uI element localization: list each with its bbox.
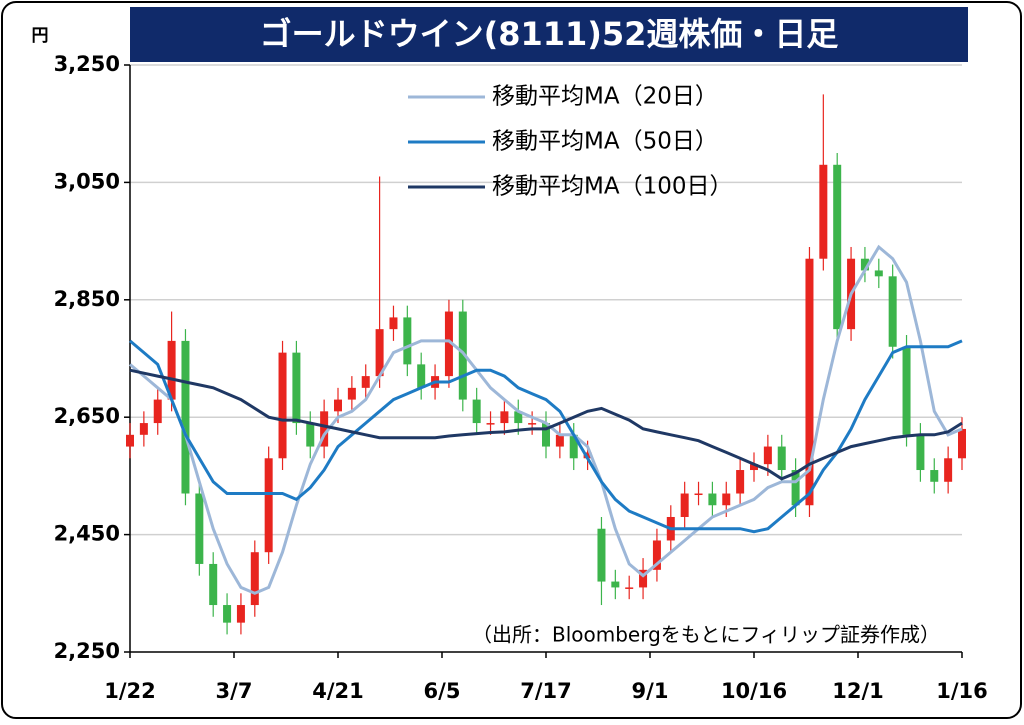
- candle-body: [472, 399, 481, 424]
- candle-body: [334, 399, 342, 412]
- ma-line: [129, 368, 963, 481]
- y-tick-label: 3,250: [54, 52, 120, 76]
- candle-body: [791, 470, 800, 506]
- candle-body: [597, 528, 606, 582]
- candle-body: [902, 346, 911, 435]
- candle-body: [500, 411, 509, 424]
- candle-body: [930, 470, 939, 482]
- candle-body: [278, 352, 287, 459]
- source-note: （出所：Bloombergをもとにフィリップ証券作成）: [472, 623, 940, 647]
- candle-body: [708, 493, 717, 506]
- candle-body: [542, 423, 550, 447]
- candle-body: [375, 329, 384, 377]
- candle-body: [888, 276, 897, 347]
- ma-line: [129, 244, 963, 595]
- title-box: [130, 7, 968, 62]
- candle-body: [694, 493, 703, 496]
- candle-body: [514, 411, 523, 424]
- y-tick-label: 2,450: [54, 522, 120, 546]
- x-tick-label: 12/1: [832, 679, 884, 703]
- candle-body: [860, 258, 869, 271]
- candle-body: [347, 387, 356, 400]
- candle-body: [458, 311, 467, 400]
- candle-body: [944, 458, 953, 482]
- candle-body: [292, 352, 301, 424]
- candle-body: [126, 434, 134, 447]
- y-tick-label: 2,650: [54, 404, 120, 428]
- candle-body: [264, 458, 273, 553]
- candle-body: [736, 470, 745, 494]
- candle-body: [139, 423, 148, 435]
- legend-label: 移動平均MA（50日）: [492, 129, 718, 155]
- candle-body: [320, 411, 329, 447]
- candle-body: [223, 605, 232, 623]
- candle-body: [555, 434, 564, 447]
- x-tick-label: 10/16: [721, 679, 787, 703]
- candle-body: [389, 317, 398, 330]
- y-tick-label: 3,050: [54, 169, 120, 193]
- candle-body: [361, 376, 370, 388]
- x-tick-label: 7/17: [520, 679, 572, 703]
- candle-body: [528, 423, 537, 425]
- candle-body: [916, 434, 925, 471]
- candle-body: [250, 552, 259, 606]
- candle-body: [611, 581, 620, 588]
- x-tick-label: 6/5: [424, 679, 461, 703]
- x-tick-label: 9/1: [632, 679, 669, 703]
- candle-body: [639, 569, 648, 588]
- candle-body: [805, 258, 814, 506]
- chart-title: ゴールドウイン(8111)52週株価・日足: [260, 15, 839, 53]
- candle-body: [444, 311, 453, 377]
- y-axis-label: 円: [32, 26, 49, 46]
- candle-body: [195, 493, 204, 564]
- candle-body: [209, 563, 218, 606]
- candle-body: [833, 164, 842, 330]
- y-tick-label: 2,250: [54, 639, 120, 663]
- candle-body: [306, 423, 315, 447]
- x-tick-label: 4/21: [312, 679, 364, 703]
- legend-label: 移動平均MA（20日）: [492, 84, 718, 110]
- y-tick-label: 2,850: [54, 287, 120, 311]
- x-tick-label: 1/16: [936, 679, 988, 703]
- legend-label: 移動平均MA（100日）: [492, 174, 732, 200]
- candle-body: [625, 587, 634, 589]
- candle-body: [486, 423, 495, 425]
- candle-body: [777, 446, 786, 471]
- candle-body: [167, 340, 176, 400]
- candle-body: [236, 605, 245, 623]
- candle-body: [417, 364, 426, 388]
- candle-body: [763, 446, 772, 465]
- candle-body: [750, 464, 758, 471]
- candle-body: [722, 493, 731, 506]
- candle-body: [958, 428, 966, 459]
- candle-body: [403, 317, 412, 365]
- candle-body: [680, 493, 689, 517]
- x-tick-label: 1/22: [104, 679, 156, 703]
- ma-line: [129, 339, 963, 534]
- candle-body: [153, 399, 162, 424]
- candle-body: [569, 434, 578, 459]
- candle-body: [819, 164, 828, 259]
- candle-body: [652, 540, 661, 570]
- x-tick-label: 3/7: [216, 679, 253, 703]
- candle-body: [874, 270, 883, 277]
- candle-body: [181, 340, 190, 494]
